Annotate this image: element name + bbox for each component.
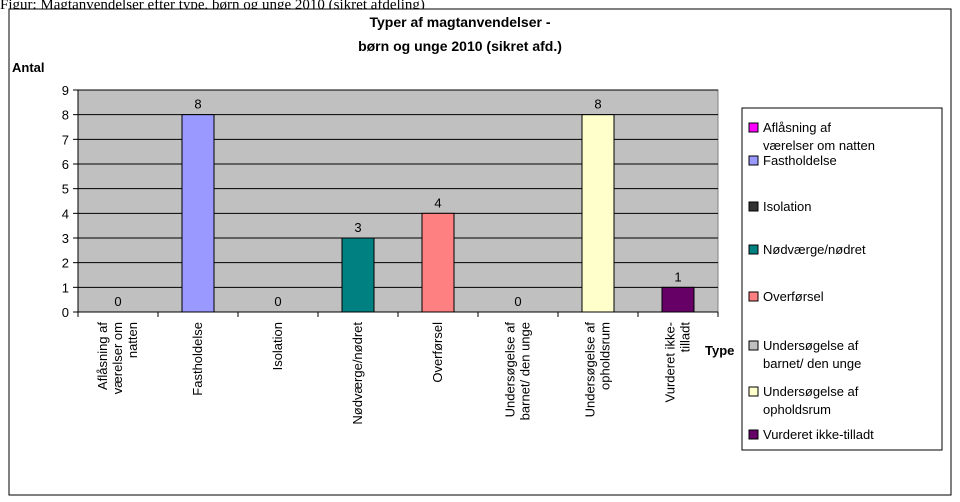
data-label: 8 (194, 97, 201, 112)
x-tick-label: Vurderet ikke-tilladt (663, 322, 693, 403)
axes (73, 89, 719, 317)
legend-label: Isolation (763, 199, 811, 214)
y-tick-label: 4 (62, 206, 69, 221)
plot-area (77, 89, 719, 313)
bar-5 (421, 212, 455, 313)
x-tick-label-line: Overførsel (430, 322, 445, 383)
legend-swatch (748, 155, 759, 166)
legend-label: Vurderet ikke-tilladt (763, 427, 874, 442)
legend-swatch (748, 386, 759, 397)
legend-label: værelser om natten (763, 138, 875, 153)
legend-label: Aflåsning af (763, 120, 831, 135)
x-tick-label-line: Undersøgelse af (583, 322, 598, 418)
x-axis-label: Type (705, 343, 734, 358)
legend-label: Nødværge/nødret (763, 242, 866, 257)
x-tick-label-line: tilladt (678, 322, 693, 353)
x-tick-label-line: Nødværge/nødret (350, 322, 365, 425)
y-tick-labels: 0 1 2 3 4 5 6 7 8 9 (62, 83, 69, 320)
legend-swatch (748, 201, 759, 212)
legend-swatch (748, 429, 759, 440)
legend-swatch (748, 340, 759, 351)
y-tick-label: 3 (62, 231, 69, 246)
figure-caption: Figur: Magtanvendelser efter type, børn … (0, 0, 425, 10)
y-tick-label: 9 (62, 83, 69, 98)
data-label: 0 (514, 294, 521, 309)
data-labels: 0 8 0 3 4 0 8 1 (114, 97, 681, 309)
x-tick-label-line: barnet/ den unge (518, 322, 533, 420)
legend-label: Fastholdelse (763, 153, 837, 168)
x-tick-label-line: natten (125, 322, 140, 358)
chart-title-line-2: børn og unge 2010 (sikret afd.) (358, 38, 562, 54)
data-label: 0 (274, 294, 281, 309)
y-tick-label: 8 (62, 108, 69, 123)
y-tick-label: 0 (62, 305, 69, 320)
data-label: 0 (114, 294, 121, 309)
bars (181, 114, 695, 313)
y-axis-label: Antal (12, 60, 45, 75)
legend-swatch (748, 291, 759, 302)
x-tick-label: Undersøgelse afbarnet/ den unge (503, 322, 533, 421)
x-tick-label-line: Aflåsning af (95, 322, 110, 390)
x-tick-label: Isolation (270, 322, 285, 370)
legend: Aflåsning af værelser om nattenFastholdel… (748, 120, 875, 442)
legend-box (741, 107, 943, 451)
x-tick-label-line: Fastholdelse (190, 322, 205, 396)
chart-title-line-1: Typer af magtanvendelser - (369, 14, 550, 30)
bar-8 (661, 286, 695, 313)
bar-7 (581, 114, 615, 313)
data-label: 8 (594, 97, 601, 112)
legend-swatch (748, 244, 759, 255)
x-tick-label: Nødværge/nødret (350, 322, 365, 425)
legend-label: Undersøgelse af (763, 338, 859, 353)
y-tick-label: 5 (62, 182, 69, 197)
x-tick-label-line: opholdsrum (598, 322, 613, 390)
x-tick-label-line: Vurderet ikke- (663, 322, 678, 402)
x-tick-label: Fastholdelse (190, 322, 205, 396)
x-tick-labels: Aflåsning afværelser omnatten Fastholdels… (95, 322, 693, 425)
x-tick-label: Undersøgelse afopholdsrum (583, 322, 613, 418)
legend-label: barnet/ den unge (763, 356, 861, 371)
x-tick-label-line: værelser om (110, 322, 125, 394)
bar-2 (181, 114, 215, 313)
legend-label: opholdsrum (763, 402, 831, 417)
y-tick-label: 1 (62, 280, 69, 295)
y-tick-label: 2 (62, 256, 69, 271)
data-label: 3 (354, 220, 361, 235)
x-tick-label: Aflåsning afværelser omnatten (95, 322, 140, 395)
x-tick-label-line: Undersøgelse af (503, 322, 518, 418)
y-tick-label: 6 (62, 157, 69, 172)
x-tick-label: Overførsel (430, 322, 445, 383)
bar-4 (341, 237, 375, 313)
data-label: 1 (674, 269, 681, 284)
legend-label: Undersøgelse af (763, 384, 859, 399)
legend-swatch (748, 122, 759, 133)
y-tick-label: 7 (62, 132, 69, 147)
x-tick-label-line: Isolation (270, 322, 285, 370)
data-label: 4 (434, 195, 441, 210)
legend-label: Overførsel (763, 289, 824, 304)
